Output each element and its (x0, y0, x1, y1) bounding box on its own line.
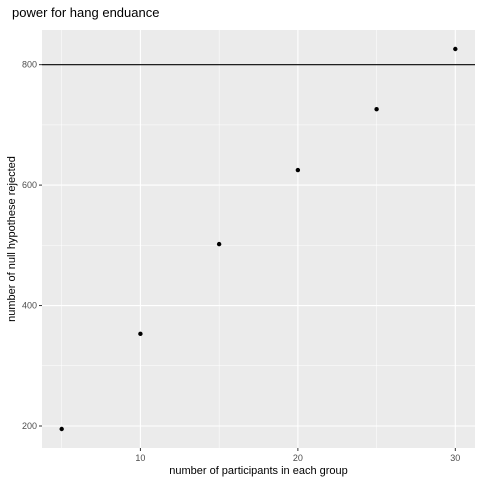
y-tick-label-1: 400 (22, 301, 37, 311)
x-axis-ticks: 10 20 30 (135, 448, 460, 463)
data-point-3 (295, 167, 301, 173)
y-axis-ticks: 200 400 600 800 (22, 60, 42, 431)
data-point-4 (374, 107, 379, 112)
chart-title: power for hang enduance (12, 5, 159, 20)
y-tick-label-3: 800 (22, 60, 37, 70)
x-tick-label-2: 30 (450, 453, 460, 463)
plot-panel (42, 30, 475, 448)
y-axis-title: number of null hypothese rejected (6, 156, 18, 322)
y-tick-label-2: 600 (22, 180, 37, 190)
y-tick-label-0: 200 (22, 421, 37, 431)
x-axis-title: number of participants in each group (169, 465, 348, 477)
x-tick-label-1: 20 (293, 453, 303, 463)
data-point-0 (59, 426, 64, 432)
minor-gridlines (42, 30, 475, 448)
data-points (59, 46, 458, 432)
data-point-5 (453, 46, 458, 52)
data-point-1 (138, 331, 143, 337)
x-tick-label-0: 10 (135, 453, 145, 463)
data-point-2 (216, 241, 222, 247)
